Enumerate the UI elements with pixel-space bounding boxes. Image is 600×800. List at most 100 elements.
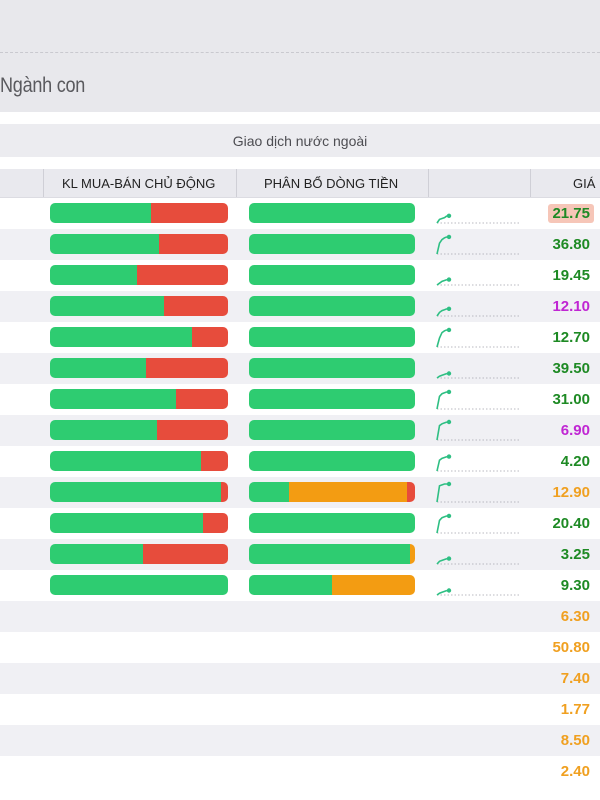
table-row[interactable]: 39.50: [0, 353, 600, 384]
sell-segment: [203, 513, 228, 533]
money-flow-bar[interactable]: [249, 234, 415, 254]
money-flow-bar[interactable]: [249, 420, 415, 440]
buy-segment: [50, 265, 138, 285]
sparkline: [436, 588, 521, 596]
active-volume-bar[interactable]: [50, 544, 228, 564]
flow-segment-green: [249, 203, 415, 223]
price-value: 21.75: [548, 204, 594, 223]
price-value: 36.80: [552, 236, 590, 253]
price-value: 39.50: [552, 360, 590, 377]
sparkline-point: [446, 327, 452, 333]
sparkline: [436, 234, 521, 255]
flow-segment-orange: [332, 575, 415, 595]
buy-segment: [50, 482, 221, 502]
buy-segment: [50, 203, 152, 223]
money-flow-bar[interactable]: [249, 575, 415, 595]
price-value: 12.10: [552, 298, 590, 315]
price-value: 3.25: [560, 546, 590, 563]
price-value: 6.30: [560, 608, 590, 625]
money-flow-bar[interactable]: [249, 482, 415, 502]
table-row[interactable]: 12.70: [0, 322, 600, 353]
active-volume-bar[interactable]: [50, 296, 228, 316]
sparkline-point: [446, 481, 452, 487]
active-volume-bar[interactable]: [50, 234, 228, 254]
table-row[interactable]: 20.40: [0, 508, 600, 539]
money-flow-bar[interactable]: [249, 358, 415, 378]
table-row[interactable]: 1.77: [0, 694, 600, 725]
money-flow-bar[interactable]: [249, 513, 415, 533]
table-row[interactable]: 50.80: [0, 632, 600, 663]
column-separator: [236, 169, 237, 197]
active-volume-bar[interactable]: [50, 482, 228, 502]
sell-segment: [137, 265, 228, 285]
table-row[interactable]: 4.20: [0, 446, 600, 477]
money-flow-bar[interactable]: [249, 265, 415, 285]
money-flow-bar[interactable]: [249, 296, 415, 316]
table-row[interactable]: 12.90: [0, 477, 600, 508]
flow-segment-green: [249, 575, 332, 595]
table-row[interactable]: 36.80: [0, 229, 600, 260]
sell-segment: [176, 389, 228, 409]
foreign-trade-header[interactable]: Giao dịch nước ngoài: [0, 124, 600, 157]
table-row[interactable]: 19.45: [0, 260, 600, 291]
top-band: Ngành con: [0, 0, 600, 112]
sell-segment: [156, 420, 228, 440]
money-flow-bar[interactable]: [249, 203, 415, 223]
table-row[interactable]: 8.50: [0, 725, 600, 756]
money-flow-bar[interactable]: [249, 544, 415, 564]
column-header-price[interactable]: GIÁ: [573, 176, 596, 191]
active-volume-bar[interactable]: [50, 265, 228, 285]
active-volume-bar[interactable]: [50, 513, 228, 533]
price-value: 2.40: [560, 763, 590, 780]
active-volume-bar[interactable]: [50, 420, 228, 440]
table-row[interactable]: 2.40: [0, 756, 600, 787]
table-row[interactable]: 7.40: [0, 663, 600, 694]
active-volume-bar[interactable]: [50, 575, 228, 595]
flow-segment-green: [249, 420, 415, 440]
sparkline-point: [446, 306, 452, 311]
table-row[interactable]: 12.10: [0, 291, 600, 322]
buy-segment: [50, 234, 159, 254]
active-volume-bar[interactable]: [50, 451, 228, 471]
table-row[interactable]: 6.30: [0, 601, 600, 632]
table-row[interactable]: 6.90: [0, 415, 600, 446]
sparkline-point: [446, 556, 452, 561]
column-header-row: KL MUA-BÁN CHỦ ĐỘNG PHÂN BỔ DÒNG TIỀN GI…: [0, 169, 600, 198]
sparkline-path: [436, 236, 448, 255]
column-header-active-volume[interactable]: KL MUA-BÁN CHỦ ĐỘNG: [62, 176, 216, 191]
buy-segment: [50, 513, 204, 533]
active-volume-bar[interactable]: [50, 358, 228, 378]
flow-segment-green: [249, 327, 415, 347]
active-volume-bar[interactable]: [50, 327, 228, 347]
column-separator: [43, 169, 44, 197]
flow-segment-green: [249, 265, 415, 285]
table-row[interactable]: 9.30: [0, 570, 600, 601]
sparkline: [436, 213, 521, 224]
sparkline: [436, 389, 521, 410]
active-volume-bar[interactable]: [50, 203, 228, 223]
section-title: Ngành con: [0, 74, 86, 97]
flow-segment-red: [406, 482, 415, 502]
table-row[interactable]: 3.25: [0, 539, 600, 570]
price-value: 50.80: [552, 639, 590, 656]
divider-dashed: [0, 52, 600, 53]
foreign-trade-label: Giao dịch nước ngoài: [232, 132, 368, 149]
table-row[interactable]: 31.00: [0, 384, 600, 415]
column-separator: [530, 169, 531, 197]
price-value: 12.90: [552, 484, 590, 501]
active-volume-bar[interactable]: [50, 389, 228, 409]
money-flow-bar[interactable]: [249, 327, 415, 347]
sparkline-point: [446, 588, 452, 593]
sell-segment: [146, 358, 228, 378]
sparkline-point: [446, 389, 452, 395]
buy-segment: [50, 451, 202, 471]
sell-segment: [158, 234, 228, 254]
price-value: 31.00: [552, 391, 590, 408]
buy-segment: [50, 575, 228, 595]
flow-segment-orange: [288, 482, 407, 502]
table-row[interactable]: 21.75: [0, 198, 600, 229]
money-flow-bar[interactable]: [249, 451, 415, 471]
column-header-money-flow[interactable]: PHÂN BỔ DÒNG TIỀN: [264, 176, 399, 191]
sparkline-point: [446, 419, 452, 425]
money-flow-bar[interactable]: [249, 389, 415, 409]
